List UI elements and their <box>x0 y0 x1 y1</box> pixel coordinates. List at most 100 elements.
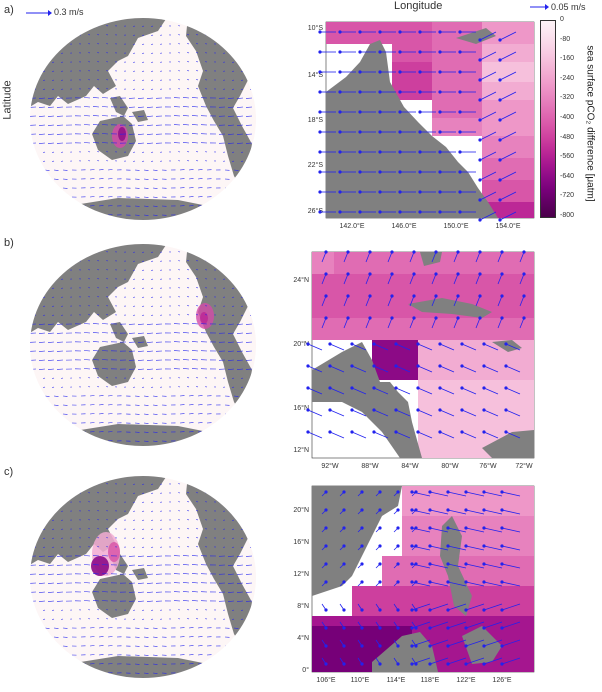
current-vector <box>196 510 199 512</box>
current-vector <box>151 25 154 27</box>
current-vector <box>479 211 497 221</box>
current-vector <box>53 395 59 397</box>
current-vector <box>146 133 154 135</box>
globe-b <box>30 244 256 446</box>
regional-scale-arrow <box>530 4 549 10</box>
current-vector <box>227 582 235 584</box>
current-vector <box>465 603 485 611</box>
current-vector <box>233 627 239 629</box>
current-vector <box>439 343 455 351</box>
current-vector <box>411 603 431 611</box>
current-vector <box>97 546 100 548</box>
current-vector <box>241 314 244 316</box>
current-vector <box>187 609 190 611</box>
current-vector <box>143 422 149 424</box>
current-vector <box>89 196 95 198</box>
current-vector <box>417 409 433 417</box>
current-vector <box>142 528 145 530</box>
current-vector <box>97 269 100 271</box>
current-vector <box>187 251 190 253</box>
current-vector <box>143 663 149 665</box>
current-vector <box>307 343 323 351</box>
current-vector <box>83 350 91 352</box>
current-vector <box>152 672 158 674</box>
current-vector <box>143 205 149 207</box>
current-vector <box>236 142 244 144</box>
global-scale-label: 0.3 m/s <box>54 7 84 17</box>
current-vector <box>499 31 517 41</box>
current-vector <box>142 43 145 45</box>
current-vector <box>188 440 194 442</box>
current-vector <box>241 537 244 539</box>
current-vector <box>241 483 244 485</box>
colorbar-title: sea surface pCO₂ difference [μatm] <box>585 29 596 219</box>
current-vector <box>92 142 100 144</box>
current-vector <box>242 196 248 198</box>
current-vector <box>479 191 497 201</box>
current-vector <box>146 323 154 325</box>
current-vector <box>97 386 100 388</box>
current-vector <box>232 386 235 388</box>
current-vector <box>143 395 149 397</box>
current-vector <box>38 341 46 343</box>
current-vector <box>241 25 244 27</box>
current-vector <box>43 609 46 611</box>
current-vector <box>429 563 449 569</box>
current-vector <box>232 88 235 90</box>
current-vector <box>196 269 199 271</box>
current-vector <box>52 510 55 512</box>
current-vector <box>479 71 497 81</box>
current-vector <box>89 645 95 647</box>
current-vector <box>83 591 91 593</box>
current-vector <box>188 413 194 415</box>
current-vector <box>501 509 521 515</box>
current-vector <box>146 350 154 352</box>
current-vector <box>188 627 194 629</box>
current-vector <box>483 563 503 569</box>
current-vector <box>519 317 525 329</box>
current-vector <box>97 43 100 45</box>
current-vector <box>188 169 194 171</box>
current-vector <box>83 124 91 126</box>
colorbar <box>540 20 556 218</box>
current-vector <box>44 395 50 397</box>
current-vector <box>137 359 145 361</box>
current-vector <box>236 350 244 352</box>
y-tick: 4°N <box>297 634 309 642</box>
current-vector <box>52 260 55 262</box>
current-vector <box>483 491 503 497</box>
current-vector <box>83 115 91 117</box>
current-vector <box>53 627 59 629</box>
current-vector <box>236 591 244 593</box>
current-vector <box>197 422 203 424</box>
current-vector <box>191 332 199 334</box>
colorbar-tick: -400 <box>560 114 575 121</box>
current-vector <box>52 287 55 289</box>
current-vector <box>519 295 525 307</box>
current-vector <box>461 343 477 351</box>
current-vector <box>227 359 235 361</box>
current-vector <box>152 205 158 207</box>
current-vector <box>197 214 203 216</box>
current-vector <box>146 97 154 99</box>
current-vector <box>142 79 145 81</box>
regional-scale-label: 0.05 m/s <box>551 2 586 12</box>
current-vector <box>447 603 467 611</box>
y-tick: 24°N <box>293 276 309 284</box>
current-vector <box>196 61 199 63</box>
current-vector <box>241 546 244 548</box>
current-vector <box>151 88 154 90</box>
current-vector <box>92 106 100 108</box>
current-vector <box>227 600 235 602</box>
current-vector <box>242 395 248 397</box>
current-vector <box>232 492 235 494</box>
current-vector <box>501 639 521 647</box>
current-vector <box>232 34 235 36</box>
current-vector <box>242 404 248 406</box>
current-vector <box>44 431 50 433</box>
current-vector <box>227 555 235 557</box>
current-vector <box>142 519 145 521</box>
current-vector <box>439 409 455 417</box>
current-vector <box>233 654 239 656</box>
current-vector <box>329 431 345 439</box>
